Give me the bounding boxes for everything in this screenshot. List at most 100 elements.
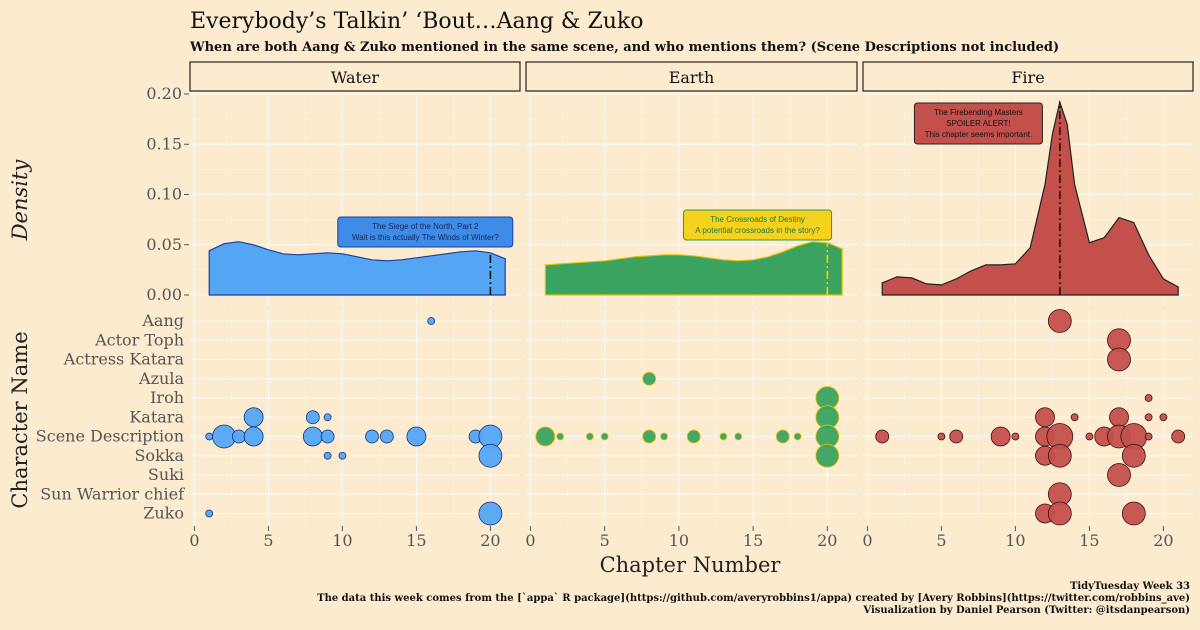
point-fire-katara-17: [1109, 407, 1129, 428]
character-label-zuko: Zuko: [143, 504, 184, 523]
annotation-box-fire: [913, 102, 1043, 145]
point-water-sokka-10: [338, 451, 347, 460]
point-fire-zuko-13: [1047, 501, 1072, 526]
x-tick-water-5: 5: [263, 531, 273, 550]
point-fire-katara-14: [1070, 413, 1079, 422]
annotation-text-water-0: The Siege of the North, Part 2: [372, 222, 479, 231]
point-fire-scene-description-15: [1085, 432, 1094, 441]
point-water-scene-description-9: [320, 429, 335, 444]
point-water-scene-description-1: [205, 432, 214, 441]
point-fire-scene-description-5: [937, 432, 946, 441]
density-y-tick-0-00: 0.00: [146, 285, 182, 304]
point-fire-sokka-13: [1047, 443, 1072, 468]
point-earth-scene-description-2: [556, 432, 565, 441]
x-tick-fire-15: 15: [1079, 531, 1099, 550]
x-tick-fire-10: 10: [1005, 531, 1025, 550]
point-fire-iroh-19: [1144, 394, 1153, 402]
point-fire-sokka-18: [1121, 443, 1146, 468]
point-earth-scene-description-14: [734, 432, 743, 441]
x-tick-water-0: 0: [189, 531, 199, 550]
facet-label-water: Water: [331, 68, 379, 87]
point-water-scene-description-12: [365, 429, 379, 444]
character-label-scene-description: Scene Description: [36, 427, 184, 446]
point-water-aang-16: [427, 317, 436, 325]
annotation-text-earth-0: The Crossroads of Destiny: [710, 215, 805, 224]
point-fire-scene-description-1: [875, 429, 890, 444]
point-water-katara-9: [323, 413, 332, 422]
point-water-katara-8: [305, 410, 320, 425]
point-earth-scene-description-4: [585, 432, 594, 441]
annotation-box-water: [337, 216, 514, 248]
density-y-tick-0-20: 0.20: [146, 84, 182, 103]
point-water-scene-description-3: [231, 429, 246, 444]
x-tick-fire-0: 0: [862, 531, 872, 550]
facet-strip-fire: [862, 61, 1194, 92]
annotation-box-earth: [683, 209, 833, 241]
point-fire-actress-katara-17: [1107, 347, 1131, 372]
point-earth-scene-description-1: [535, 426, 556, 447]
caption-line-1: TidyTuesday Week 33: [1070, 581, 1190, 592]
character-label-katara: Katara: [129, 407, 184, 426]
density-y-tick-0-15: 0.15: [146, 134, 182, 153]
density-y-tick-0-05: 0.05: [146, 235, 182, 254]
x-tick-earth-5: 5: [600, 531, 610, 550]
point-fire-scene-description-10: [1011, 432, 1020, 441]
chart-title: Everybody’s Talkin’ ‘Bout…Aang & Zuko: [190, 9, 643, 34]
annotation-text-fire-0: The Firebending Masters: [934, 108, 1023, 117]
point-earth-scene-description-13: [719, 432, 728, 441]
character-label-iroh: Iroh: [150, 388, 184, 407]
point-water-scene-description-8: [302, 426, 323, 447]
facet-strip-earth: [525, 61, 858, 92]
character-label-sokka: Sokka: [134, 446, 184, 465]
x-axis-title: Chapter Number: [600, 553, 782, 577]
point-fire-scene-description-6: [949, 429, 964, 444]
point-water-katara-4: [243, 407, 264, 428]
point-fire-aang-13: [1047, 309, 1072, 333]
point-fire-suki-17: [1107, 463, 1131, 487]
facet-label-fire: Fire: [1011, 68, 1044, 87]
density-area-fire: [881, 99, 1179, 296]
x-tick-earth-10: 10: [669, 531, 689, 550]
x-tick-earth-20: 20: [817, 531, 837, 550]
point-earth-scene-description-5: [600, 432, 609, 441]
point-fire-katara-19: [1144, 413, 1153, 422]
point-water-zuko-1: [205, 509, 214, 518]
caption-line-2: The data this week comes from the [`appa…: [317, 593, 1190, 604]
character-label-aang: Aang: [141, 311, 184, 330]
density-y-axis-title: Density: [8, 159, 32, 242]
point-fire-scene-description-19: [1144, 432, 1153, 441]
x-tick-water-10: 10: [332, 531, 352, 550]
chart-subtitle: When are both Aang & Zuko mentioned in t…: [189, 40, 1059, 55]
facet-strip-water: [189, 61, 521, 92]
point-fire-katara-20: [1159, 413, 1168, 422]
point-earth-sokka-20: [815, 443, 840, 468]
point-earth-scene-description-17: [775, 429, 790, 444]
point-water-scene-description-15: [406, 426, 427, 447]
density-area-earth: [544, 241, 843, 296]
point-earth-scene-description-18: [793, 432, 802, 441]
character-label-azula: Azula: [138, 369, 184, 388]
x-tick-fire-20: 20: [1153, 531, 1173, 550]
character-label-sun-warrior-chief: Sun Warrior chief: [40, 484, 185, 503]
x-tick-fire-5: 5: [936, 531, 946, 550]
point-fire-scene-description-9: [990, 426, 1011, 447]
x-tick-water-15: 15: [406, 531, 426, 550]
point-water-scene-description-4: [243, 426, 264, 447]
annotation-text-fire-1: SPOILER ALERT!: [946, 119, 1010, 128]
character-label-actress-katara: Actress Katara: [63, 350, 185, 369]
point-earth-azula-8: [642, 371, 657, 386]
x-tick-water-20: 20: [480, 531, 500, 550]
caption-line-3: Visualization by Daniel Pearson (Twitter…: [862, 605, 1190, 616]
annotation-text-earth-1: A potential crossroads in the story?: [695, 226, 820, 235]
density-y-tick-0-10: 0.10: [146, 185, 182, 204]
point-water-sokka-9: [323, 451, 332, 460]
point-fire-katara-12: [1035, 407, 1055, 428]
scatter-y-axis-title: Character Name: [8, 331, 32, 508]
annotation-text-water-1: Wait is this actually The Winds of Winte…: [352, 233, 499, 242]
character-label-actor-toph: Actor Toph: [94, 330, 184, 349]
density-area-water: [208, 241, 506, 296]
point-water-zuko-20: [478, 501, 503, 526]
